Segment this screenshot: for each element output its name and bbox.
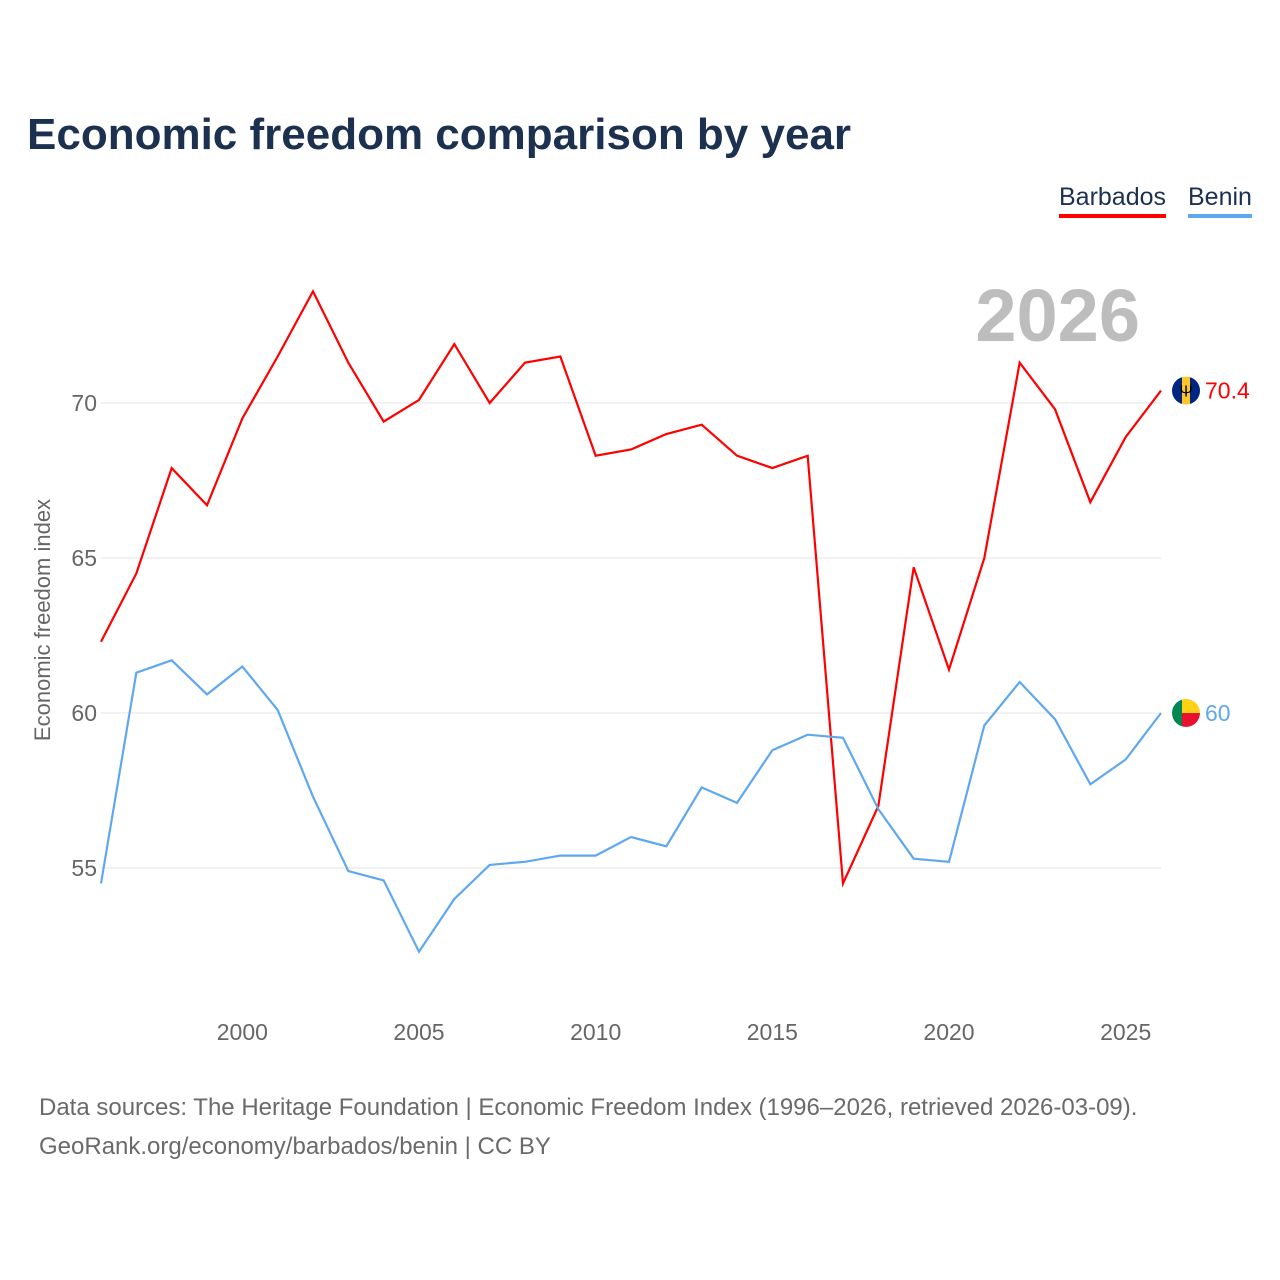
- series-line-barbados: [100, 289, 1162, 888]
- x-tick-label: 2015: [747, 1019, 798, 1045]
- x-tick-label: 2005: [393, 1019, 444, 1045]
- y-tick-label: 70: [71, 390, 97, 416]
- year-watermark: 2026: [975, 274, 1140, 357]
- footer: Data sources: The Heritage Foundation | …: [39, 1088, 1137, 1166]
- y-tick-label: 60: [71, 700, 97, 726]
- svg-text:Ψ: Ψ: [1179, 384, 1192, 401]
- barbados-flag-icon: Ψ: [1172, 376, 1200, 405]
- y-tick-label: 55: [71, 855, 97, 881]
- benin-flag-icon: [1172, 699, 1200, 727]
- y-tick-label: 65: [71, 545, 97, 571]
- chart-title: Economic freedom comparison by year: [27, 110, 852, 159]
- y-axis-label: Economic freedom index: [30, 499, 55, 741]
- x-tick-label: 2000: [217, 1019, 268, 1045]
- x-tick-label: 2010: [570, 1019, 621, 1045]
- end-value-label-benin: 60: [1205, 700, 1231, 726]
- source-link[interactable]: GeoRank.org/economy/barbados/benin | CC …: [39, 1133, 551, 1160]
- legend-item-barbados[interactable]: Barbados: [1059, 183, 1167, 218]
- source-text: Data sources: The Heritage Foundation | …: [39, 1094, 1138, 1121]
- x-tick-label: 2020: [923, 1019, 974, 1045]
- end-value-label-barbados: 70.4: [1205, 378, 1250, 404]
- x-tick-label: 2025: [1100, 1019, 1151, 1045]
- series-line-benin: [99, 659, 1162, 954]
- legend-item-benin[interactable]: Benin: [1188, 183, 1252, 218]
